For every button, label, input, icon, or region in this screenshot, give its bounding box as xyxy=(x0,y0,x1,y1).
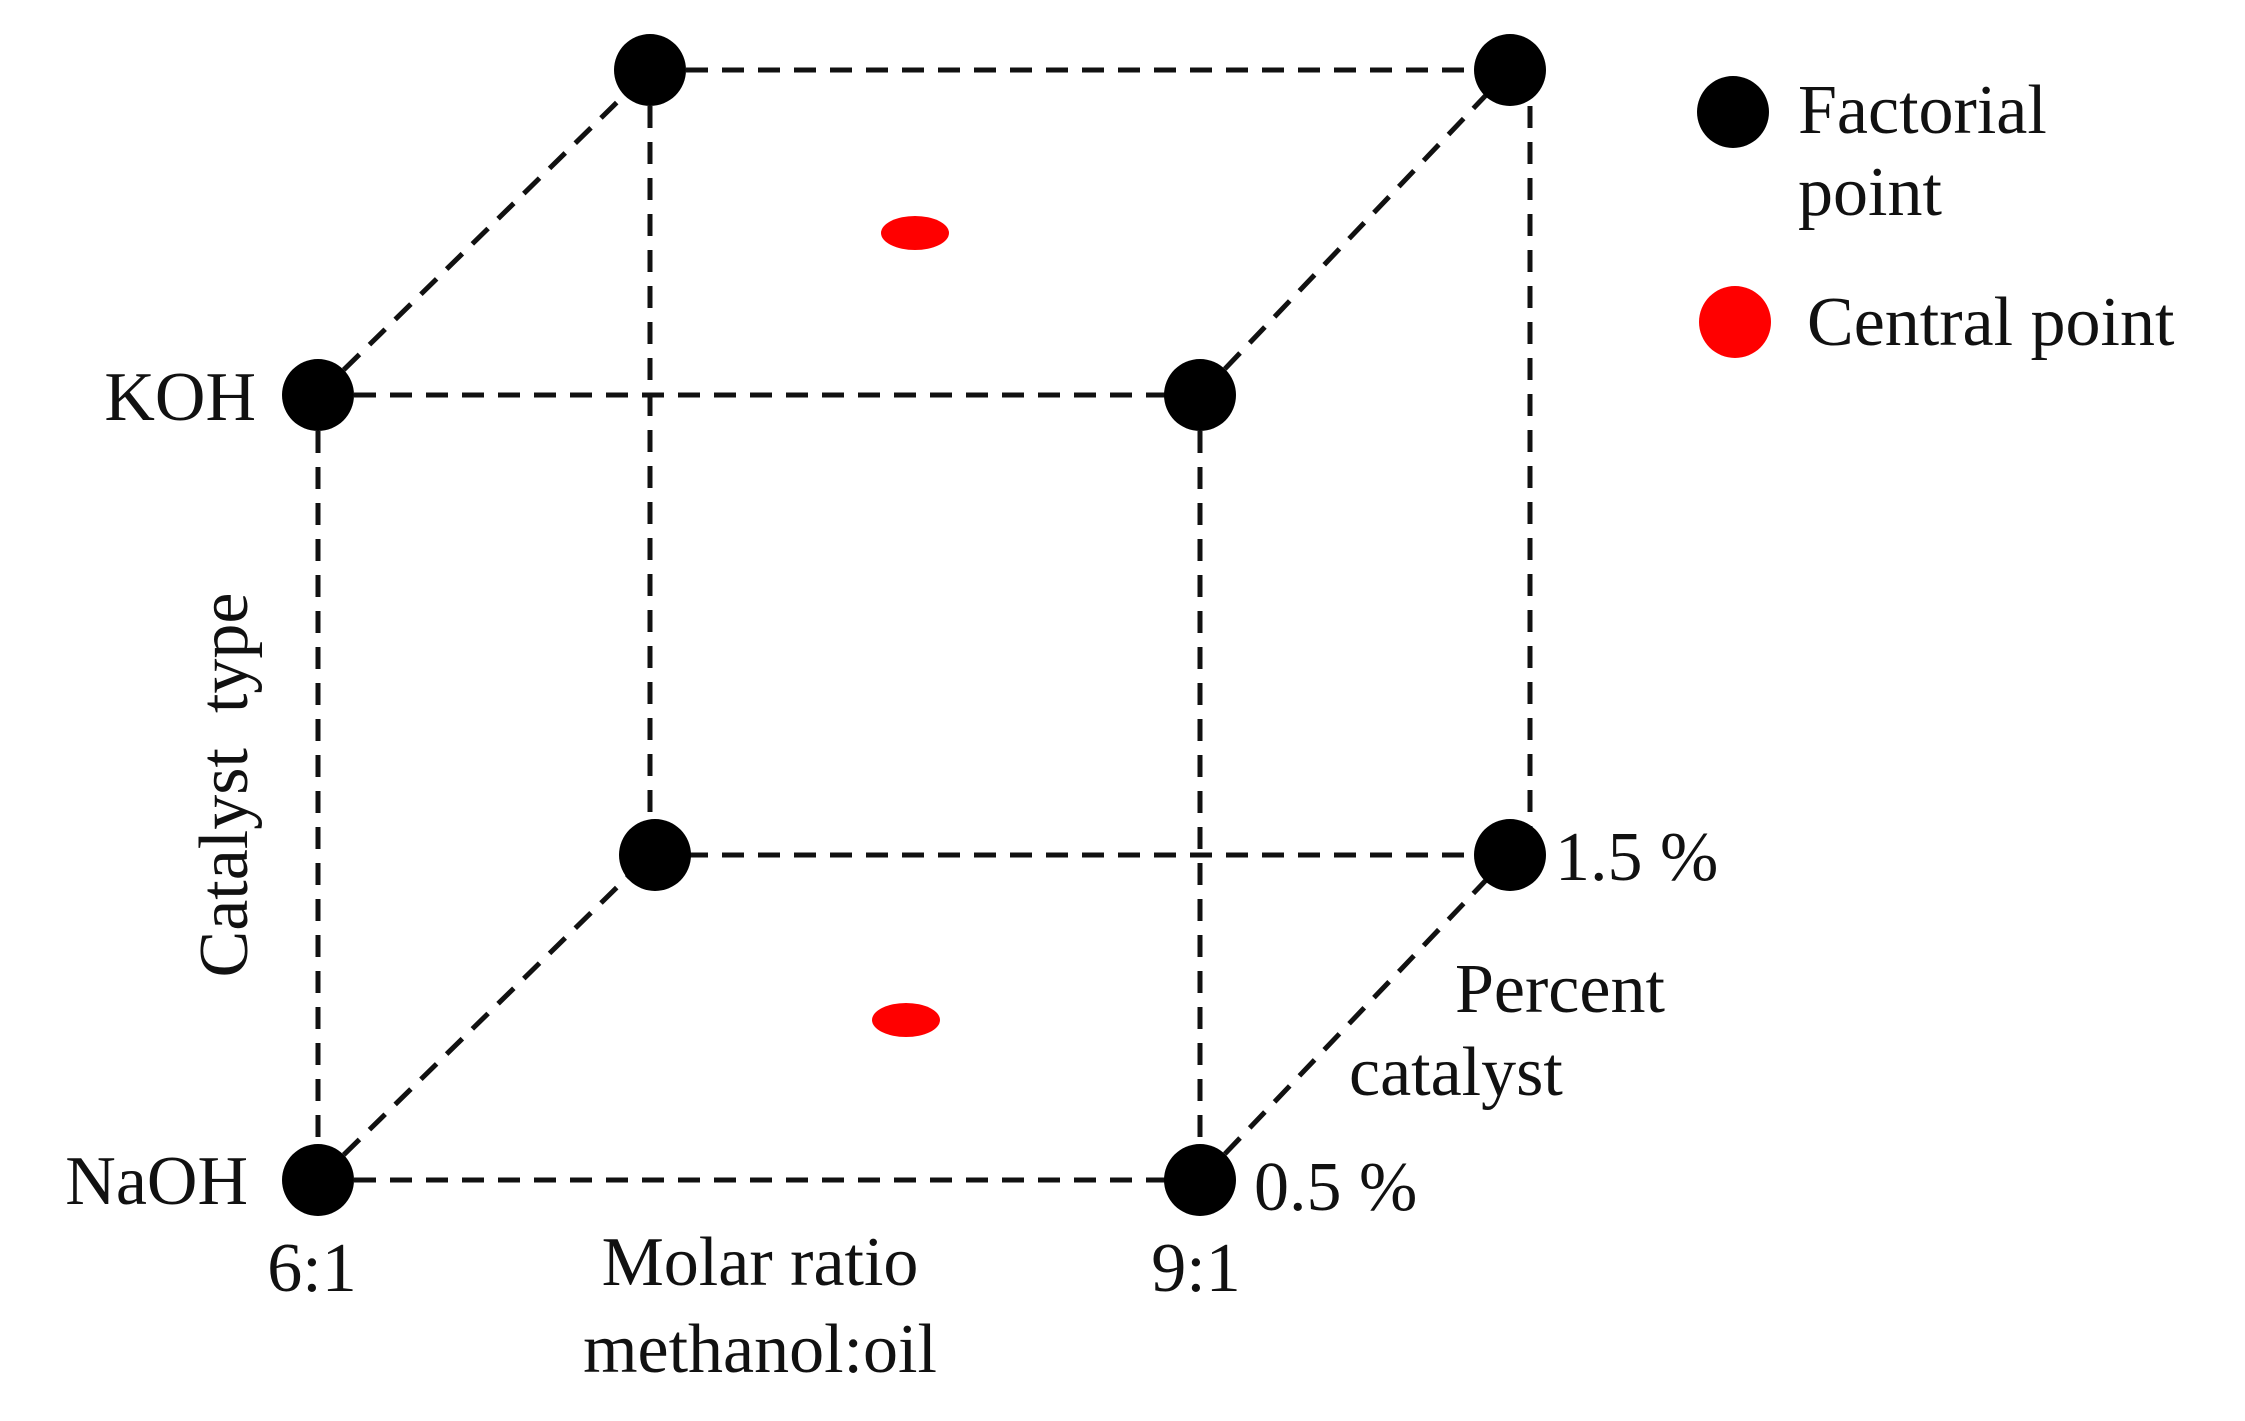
factorial-point-koh-6to1-0.5 xyxy=(282,359,354,431)
legend: Factorial point Central point xyxy=(1697,72,2175,361)
factorial-point-naoh-6to1-0.5 xyxy=(282,1144,354,1216)
catalyst-type-axis-title: Catalyst type xyxy=(186,593,263,978)
percent-catalyst-axis-title-line2: catalyst xyxy=(1349,1034,1563,1111)
molar-ratio-axis-title-line2: methanol:oil xyxy=(583,1311,937,1388)
central-point-koh xyxy=(881,216,949,250)
central-point-naoh xyxy=(872,1003,940,1037)
catalyst-type-low-label: NaOH xyxy=(65,1143,248,1220)
cube-edges xyxy=(315,67,1533,1183)
factorial-point-naoh-6to1-1.5 xyxy=(619,819,691,891)
edge-depth-top-left xyxy=(316,68,652,397)
legend-factorial-label-line1: Factorial xyxy=(1798,72,2047,149)
edge-depth-bottom-right xyxy=(1198,853,1512,1182)
factorial-point-koh-9to1-0.5 xyxy=(1164,359,1236,431)
edge-depth-top-right xyxy=(1198,68,1512,397)
factorial-point-koh-9to1-1.5 xyxy=(1474,34,1546,106)
factorial-points xyxy=(282,34,1546,1216)
molar-ratio-axis-title-line1: Molar ratio xyxy=(602,1224,919,1301)
molar-ratio-low-label: 6:1 xyxy=(267,1230,356,1307)
edge-depth-bottom-left xyxy=(316,853,652,1182)
molar-ratio-high-label: 9:1 xyxy=(1151,1230,1240,1307)
legend-factorial-marker xyxy=(1697,76,1769,148)
legend-central-marker xyxy=(1699,286,1771,358)
central-points xyxy=(872,216,949,1037)
percent-catalyst-low-label: 0.5 % xyxy=(1254,1149,1417,1226)
catalyst-type-high-label: KOH xyxy=(104,359,256,436)
percent-catalyst-axis-title-line1: Percent xyxy=(1455,951,1665,1028)
percent-catalyst-high-label: 1.5 % xyxy=(1555,819,1718,896)
factorial-point-koh-6to1-1.5 xyxy=(614,34,686,106)
factorial-point-naoh-9to1-1.5 xyxy=(1474,819,1546,891)
factorial-point-naoh-9to1-0.5 xyxy=(1164,1144,1236,1216)
legend-factorial-label-line2: point xyxy=(1798,154,1942,231)
legend-central-label: Central point xyxy=(1807,284,2175,361)
